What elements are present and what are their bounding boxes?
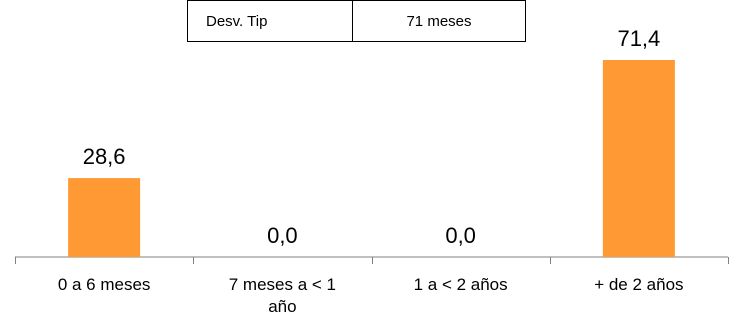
bar [602, 60, 675, 257]
stats-table-row: Desv. Tip 71 meses [187, 0, 526, 42]
stats-table: Desv. Tip 71 meses [187, 0, 526, 42]
stats-label: Desv. Tip [187, 0, 353, 42]
x-tick-label: + de 2 años [594, 275, 683, 294]
data-label: 28,6 [83, 144, 126, 169]
x-tick-label: 0 a 6 meses [58, 275, 151, 294]
stats-value: 71 meses [352, 0, 526, 42]
data-label: 0,0 [445, 223, 476, 248]
data-label: 0,0 [267, 223, 298, 248]
x-tick-label: 1 a < 2 años [414, 275, 508, 294]
data-label: 71,4 [617, 26, 660, 51]
x-tick-label: año [268, 297, 296, 316]
x-tick-label: 7 meses a < 1 [229, 275, 336, 294]
bar [68, 178, 141, 257]
